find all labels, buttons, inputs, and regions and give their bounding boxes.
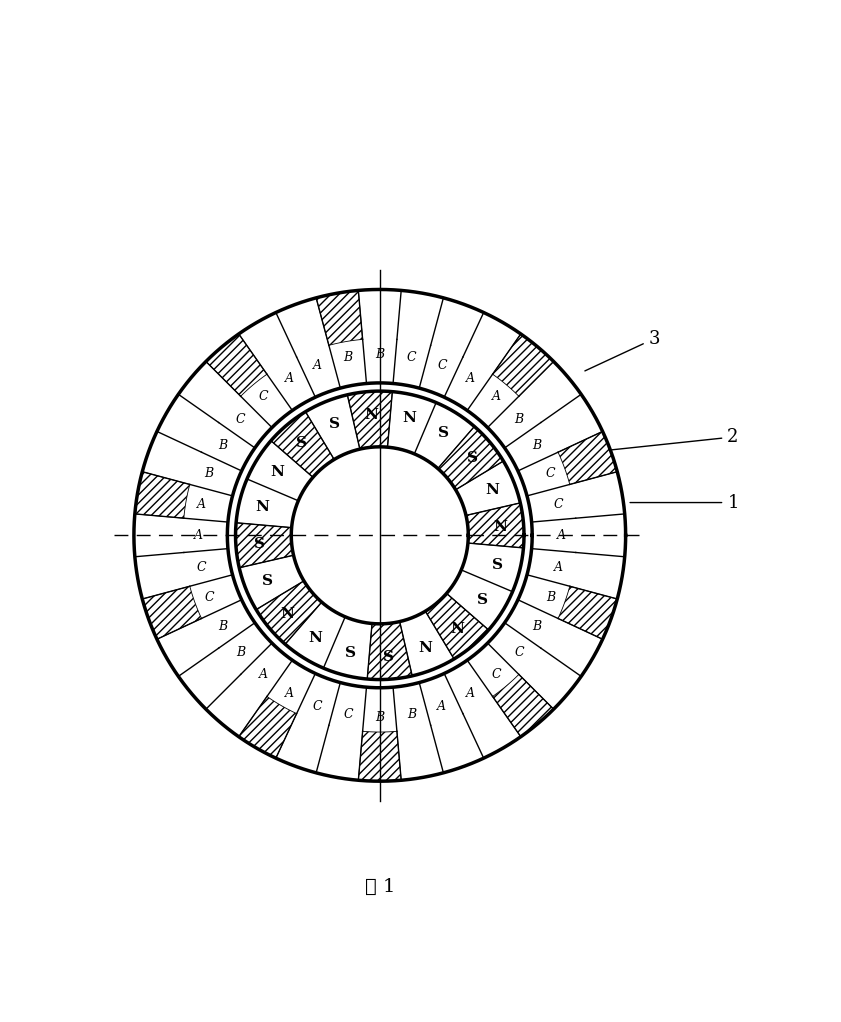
Text: S: S [253, 537, 264, 551]
Text: 图 1: 图 1 [364, 877, 394, 895]
Text: N: N [364, 408, 378, 422]
Text: C: C [235, 413, 246, 425]
Text: 2: 2 [611, 428, 738, 450]
Polygon shape [256, 582, 321, 645]
Text: A: A [553, 561, 563, 573]
Text: S: S [296, 436, 307, 450]
Text: C: C [553, 498, 563, 511]
Text: N: N [402, 411, 415, 425]
Polygon shape [558, 587, 617, 640]
Text: A: A [437, 700, 446, 712]
Text: S: S [383, 649, 394, 663]
Text: B: B [375, 710, 384, 724]
Text: S: S [477, 593, 488, 607]
Text: B: B [406, 708, 415, 721]
Polygon shape [437, 427, 503, 490]
Text: C: C [196, 561, 206, 573]
Text: B: B [375, 347, 384, 361]
Text: C: C [514, 646, 523, 659]
Text: S: S [262, 574, 272, 588]
Text: N: N [494, 520, 507, 535]
Text: 1: 1 [630, 494, 738, 512]
Polygon shape [206, 334, 267, 397]
Text: A: A [466, 372, 475, 385]
Polygon shape [492, 675, 553, 737]
Text: B: B [532, 438, 542, 452]
Text: S: S [345, 646, 356, 660]
Text: A: A [284, 372, 294, 385]
Text: C: C [204, 591, 214, 604]
Polygon shape [142, 587, 201, 640]
Text: N: N [418, 641, 431, 655]
Polygon shape [367, 621, 412, 680]
Polygon shape [135, 472, 190, 518]
Text: B: B [343, 351, 352, 364]
Text: A: A [193, 529, 203, 542]
Text: N: N [451, 621, 464, 636]
Text: N: N [280, 606, 294, 620]
Polygon shape [347, 391, 392, 450]
Text: C: C [491, 668, 501, 681]
Text: A: A [466, 686, 475, 699]
Text: 3: 3 [584, 330, 659, 371]
Polygon shape [466, 503, 524, 548]
Polygon shape [358, 732, 401, 782]
Polygon shape [316, 291, 362, 345]
Text: B: B [218, 619, 227, 633]
Text: N: N [309, 632, 322, 645]
Text: A: A [492, 390, 500, 403]
Polygon shape [558, 431, 617, 484]
Polygon shape [271, 412, 334, 477]
Text: C: C [343, 708, 353, 721]
Text: N: N [256, 500, 269, 513]
Text: S: S [438, 426, 449, 440]
Text: N: N [270, 464, 284, 478]
Text: S: S [467, 451, 478, 465]
Text: C: C [436, 359, 447, 372]
Text: S: S [491, 558, 502, 572]
Polygon shape [492, 334, 553, 397]
Text: A: A [284, 686, 294, 699]
Polygon shape [239, 697, 297, 758]
Text: C: C [258, 390, 267, 403]
Text: B: B [236, 646, 245, 659]
Text: B: B [546, 591, 554, 604]
Text: C: C [406, 351, 415, 364]
Polygon shape [425, 594, 489, 659]
Text: A: A [258, 668, 267, 681]
Polygon shape [235, 523, 294, 568]
Text: C: C [545, 467, 555, 480]
Text: C: C [313, 700, 322, 712]
Text: B: B [218, 438, 227, 452]
Text: A: A [313, 359, 322, 372]
Text: A: A [557, 529, 565, 542]
Text: B: B [532, 619, 542, 633]
Text: N: N [484, 483, 499, 498]
Text: A: A [196, 498, 205, 511]
Text: B: B [204, 467, 214, 480]
Text: S: S [329, 416, 340, 430]
Text: B: B [514, 413, 523, 425]
